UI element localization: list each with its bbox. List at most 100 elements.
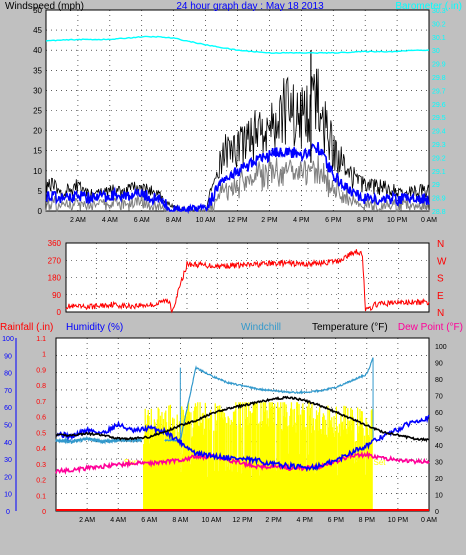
humidity-tick-label: 80 [4, 371, 12, 378]
sunshine-bar [149, 443, 151, 511]
sunshine-bar [184, 418, 187, 511]
sunshine-bar [160, 428, 162, 511]
sunshine-bar [144, 408, 146, 511]
direction-tick-label: 270 [48, 256, 62, 265]
wind-chart-title: 24 hour graph day : May 18 2013 [176, 1, 324, 12]
sunshine-bar [290, 402, 293, 511]
sunshine-bar [346, 434, 348, 511]
temperature-tick-label: 40 [435, 443, 443, 450]
sunshine-bar [154, 422, 156, 511]
sunshine-bar [303, 410, 306, 511]
temperature-tick-label: 10 [435, 493, 443, 500]
sunshine-bar [292, 409, 294, 511]
sunshine-bar [287, 453, 290, 511]
sunshine-bar [168, 405, 170, 511]
sunshine-bar [247, 425, 249, 511]
sunshine-bar [174, 429, 176, 511]
sunshine-bar [340, 415, 342, 511]
sunshine-bar [326, 437, 328, 511]
sunshine-bar [283, 415, 285, 511]
wind-x-tick-label: 6 PM [325, 217, 342, 224]
barometer-tick-label: 29.8 [432, 75, 446, 82]
sunshine-bar [207, 418, 210, 511]
sunshine-bar [203, 428, 206, 511]
sunshine-bar [194, 406, 196, 511]
sunshine-bar [317, 430, 319, 511]
wind-tick-label: 0 [38, 207, 43, 216]
sunshine-bar [275, 470, 277, 511]
sunshine-bar [159, 415, 162, 511]
barometer-line [45, 35, 430, 54]
barometer-tick-label: 29.6 [432, 102, 446, 109]
sunshine-bar [175, 436, 177, 511]
sunshine-bar [159, 423, 161, 511]
sunshine-bar [324, 434, 326, 511]
sunshine-bar [280, 402, 282, 511]
sunshine-bar [337, 432, 340, 511]
sunshine-bar [202, 412, 204, 511]
dewpoint-line [55, 450, 430, 475]
sunshine-bar [260, 402, 262, 511]
sunshine-bar [225, 470, 227, 511]
wind-direction-line [65, 249, 430, 314]
sunshine-bar [360, 417, 362, 511]
sunshine-bar [299, 414, 302, 511]
rainfall-tick-label: 0.3 [36, 462, 46, 469]
sunshine-bar [357, 433, 360, 511]
sunshine-bar [179, 437, 181, 511]
sunshine-bar [320, 428, 322, 511]
temp-x-tick-label: 6 AM [141, 517, 157, 524]
sunshine-bar [143, 435, 146, 511]
sunshine-bar [334, 430, 337, 511]
compass-label: E [437, 291, 444, 302]
sunshine-bar [267, 426, 270, 511]
rainfall-tick-label: 0.8 [36, 383, 46, 390]
sunshine-bar [308, 402, 310, 511]
temp-x-tick-label: 10 PM [388, 517, 408, 524]
sunshine-bar [243, 460, 245, 511]
sunshine-bar [363, 458, 365, 511]
sunshine-bar [151, 428, 153, 511]
sunset-label: Set [373, 458, 386, 467]
sunshine-bar [350, 407, 352, 511]
sunshine-bar [224, 417, 226, 511]
sunshine-bar [264, 411, 266, 511]
sunshine-bar [300, 430, 302, 511]
sunshine-bar [251, 477, 253, 511]
sunshine-bar [217, 471, 219, 511]
temp-x-tick-label: 2 PM [265, 517, 282, 524]
sunshine-bar [162, 418, 165, 511]
direction-tick-label: 0 [57, 308, 62, 317]
sunshine-bar [274, 403, 276, 511]
sunshine-bar [213, 430, 215, 511]
compass-label: S [437, 274, 444, 285]
sunshine-bar [369, 425, 371, 511]
sunshine-bar [354, 441, 357, 511]
temperature-tick-label: 100 [435, 344, 447, 351]
barometer-tick-label: 29.7 [432, 88, 446, 95]
sunshine-bar [282, 402, 284, 511]
temp-x-tick-label: 2 AM [79, 517, 95, 524]
sunshine-bar [353, 419, 355, 511]
humidity-line [55, 414, 430, 473]
temperature-tick-label: 60 [435, 410, 443, 417]
sunshine-bar [283, 402, 286, 511]
temp-x-tick-label: 12 PM [232, 517, 252, 524]
sunshine-bar [168, 426, 171, 511]
sunshine-bar [263, 402, 265, 511]
sunshine-bar [171, 433, 173, 511]
wind-x-tick-label: 4 PM [293, 217, 310, 224]
sunshine-bar [200, 422, 202, 511]
sunshine-bar [143, 444, 145, 511]
rainfall-tick-label: 1 [42, 352, 46, 359]
windchill-line [164, 357, 374, 442]
barometer-axis-title: Barometer (.in) [395, 1, 462, 12]
sunshine-bar [235, 425, 238, 511]
sunshine-bar [368, 436, 370, 511]
sunshine-bar [149, 427, 152, 511]
windchill-axis-title: Windchill [241, 322, 281, 333]
dewpoint-axis-title: Dew Point (°F) [398, 322, 463, 333]
sunshine-bar [177, 432, 179, 511]
sunshine-bar [203, 434, 205, 511]
